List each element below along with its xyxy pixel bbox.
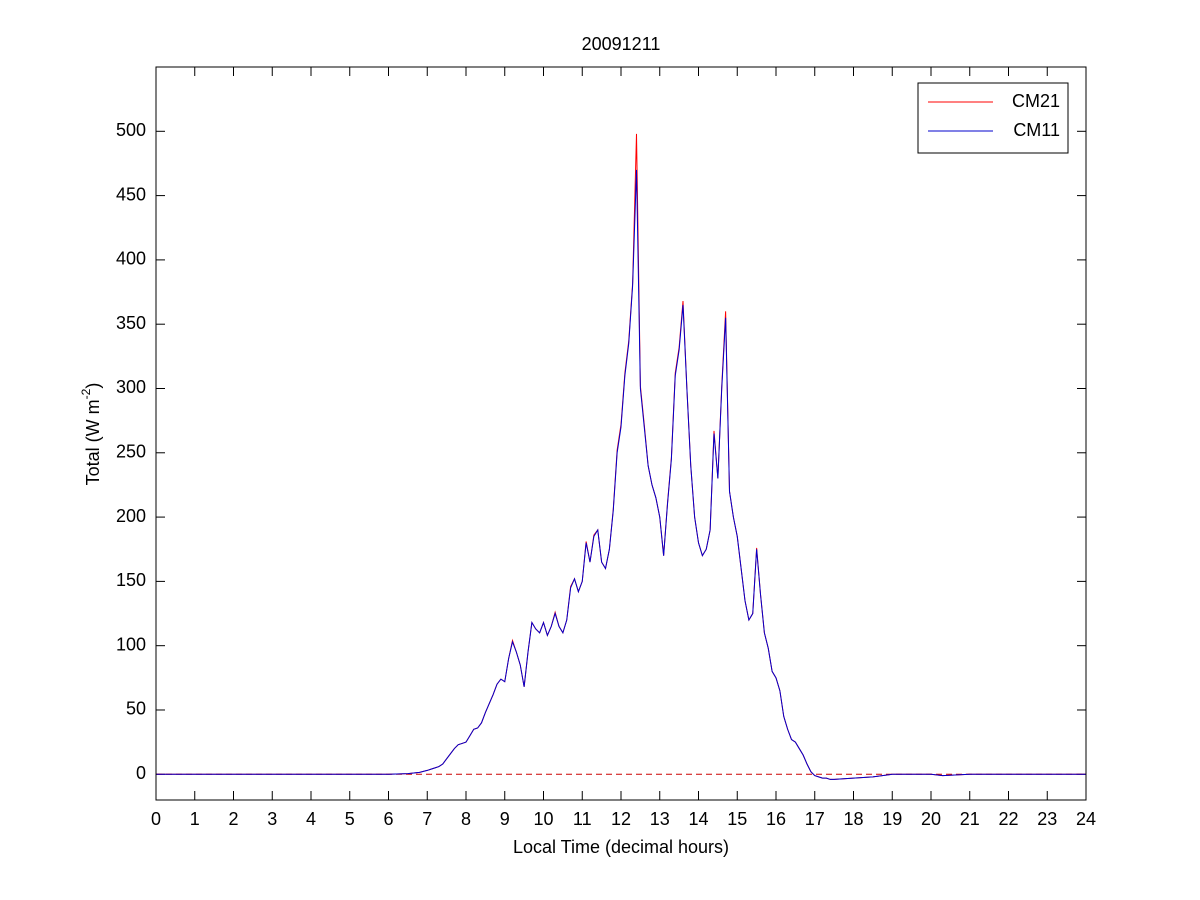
y-tick-label: 450 — [116, 184, 146, 204]
y-tick-label: 200 — [116, 506, 146, 526]
x-tick-label: 23 — [1037, 809, 1057, 829]
y-tick-label: 150 — [116, 570, 146, 590]
x-tick-label: 3 — [267, 809, 277, 829]
y-tick-label: 250 — [116, 442, 146, 462]
y-label-main: Total (W m — [83, 399, 103, 485]
x-tick-label: 18 — [843, 809, 863, 829]
y-tick-label: 100 — [116, 634, 146, 654]
series-line — [156, 169, 1086, 780]
y-tick-label: 300 — [116, 377, 146, 397]
x-tick-label: 13 — [650, 809, 670, 829]
x-tick-label: 1 — [190, 809, 200, 829]
x-tick-label: 9 — [500, 809, 510, 829]
x-tick-label: 21 — [960, 809, 980, 829]
x-tick-label: 4 — [306, 809, 316, 829]
y-label-sup: -2 — [79, 388, 93, 399]
x-tick-label: 2 — [228, 809, 238, 829]
y-tick-label: 500 — [116, 120, 146, 140]
x-tick-label: 7 — [422, 809, 432, 829]
x-tick-label: 5 — [345, 809, 355, 829]
x-tick-label: 22 — [998, 809, 1018, 829]
y-tick-label: 350 — [116, 313, 146, 333]
y-tick-label: 0 — [136, 763, 146, 783]
y-axis-label: Total (W m-2) — [79, 383, 103, 486]
x-tick-label: 10 — [533, 809, 553, 829]
y-tick-label: 400 — [116, 249, 146, 269]
x-tick-label: 14 — [688, 809, 708, 829]
legend-label: CM21 — [1012, 91, 1060, 111]
legend-box — [917, 82, 1069, 154]
x-tick-label: 0 — [151, 809, 161, 829]
y-tick-label: 50 — [126, 699, 146, 719]
chart-title: 20091211 — [582, 34, 661, 54]
x-tick-label: 20 — [921, 809, 941, 829]
x-tick-label: 8 — [461, 809, 471, 829]
x-tick-label: 6 — [383, 809, 393, 829]
x-tick-label: 19 — [882, 809, 902, 829]
legend-label: CM11 — [1013, 120, 1060, 140]
y-label-end: ) — [83, 383, 103, 389]
x-tick-label: 11 — [573, 809, 592, 829]
plot-frame — [155, 66, 1087, 801]
x-axis-label: Local Time (decimal hours) — [513, 837, 729, 857]
x-tick-label: 16 — [766, 809, 786, 829]
x-tick-label: 17 — [805, 809, 825, 829]
x-tick-label: 24 — [1076, 809, 1096, 829]
x-tick-label: 15 — [727, 809, 747, 829]
x-tick-label: 12 — [611, 809, 631, 829]
